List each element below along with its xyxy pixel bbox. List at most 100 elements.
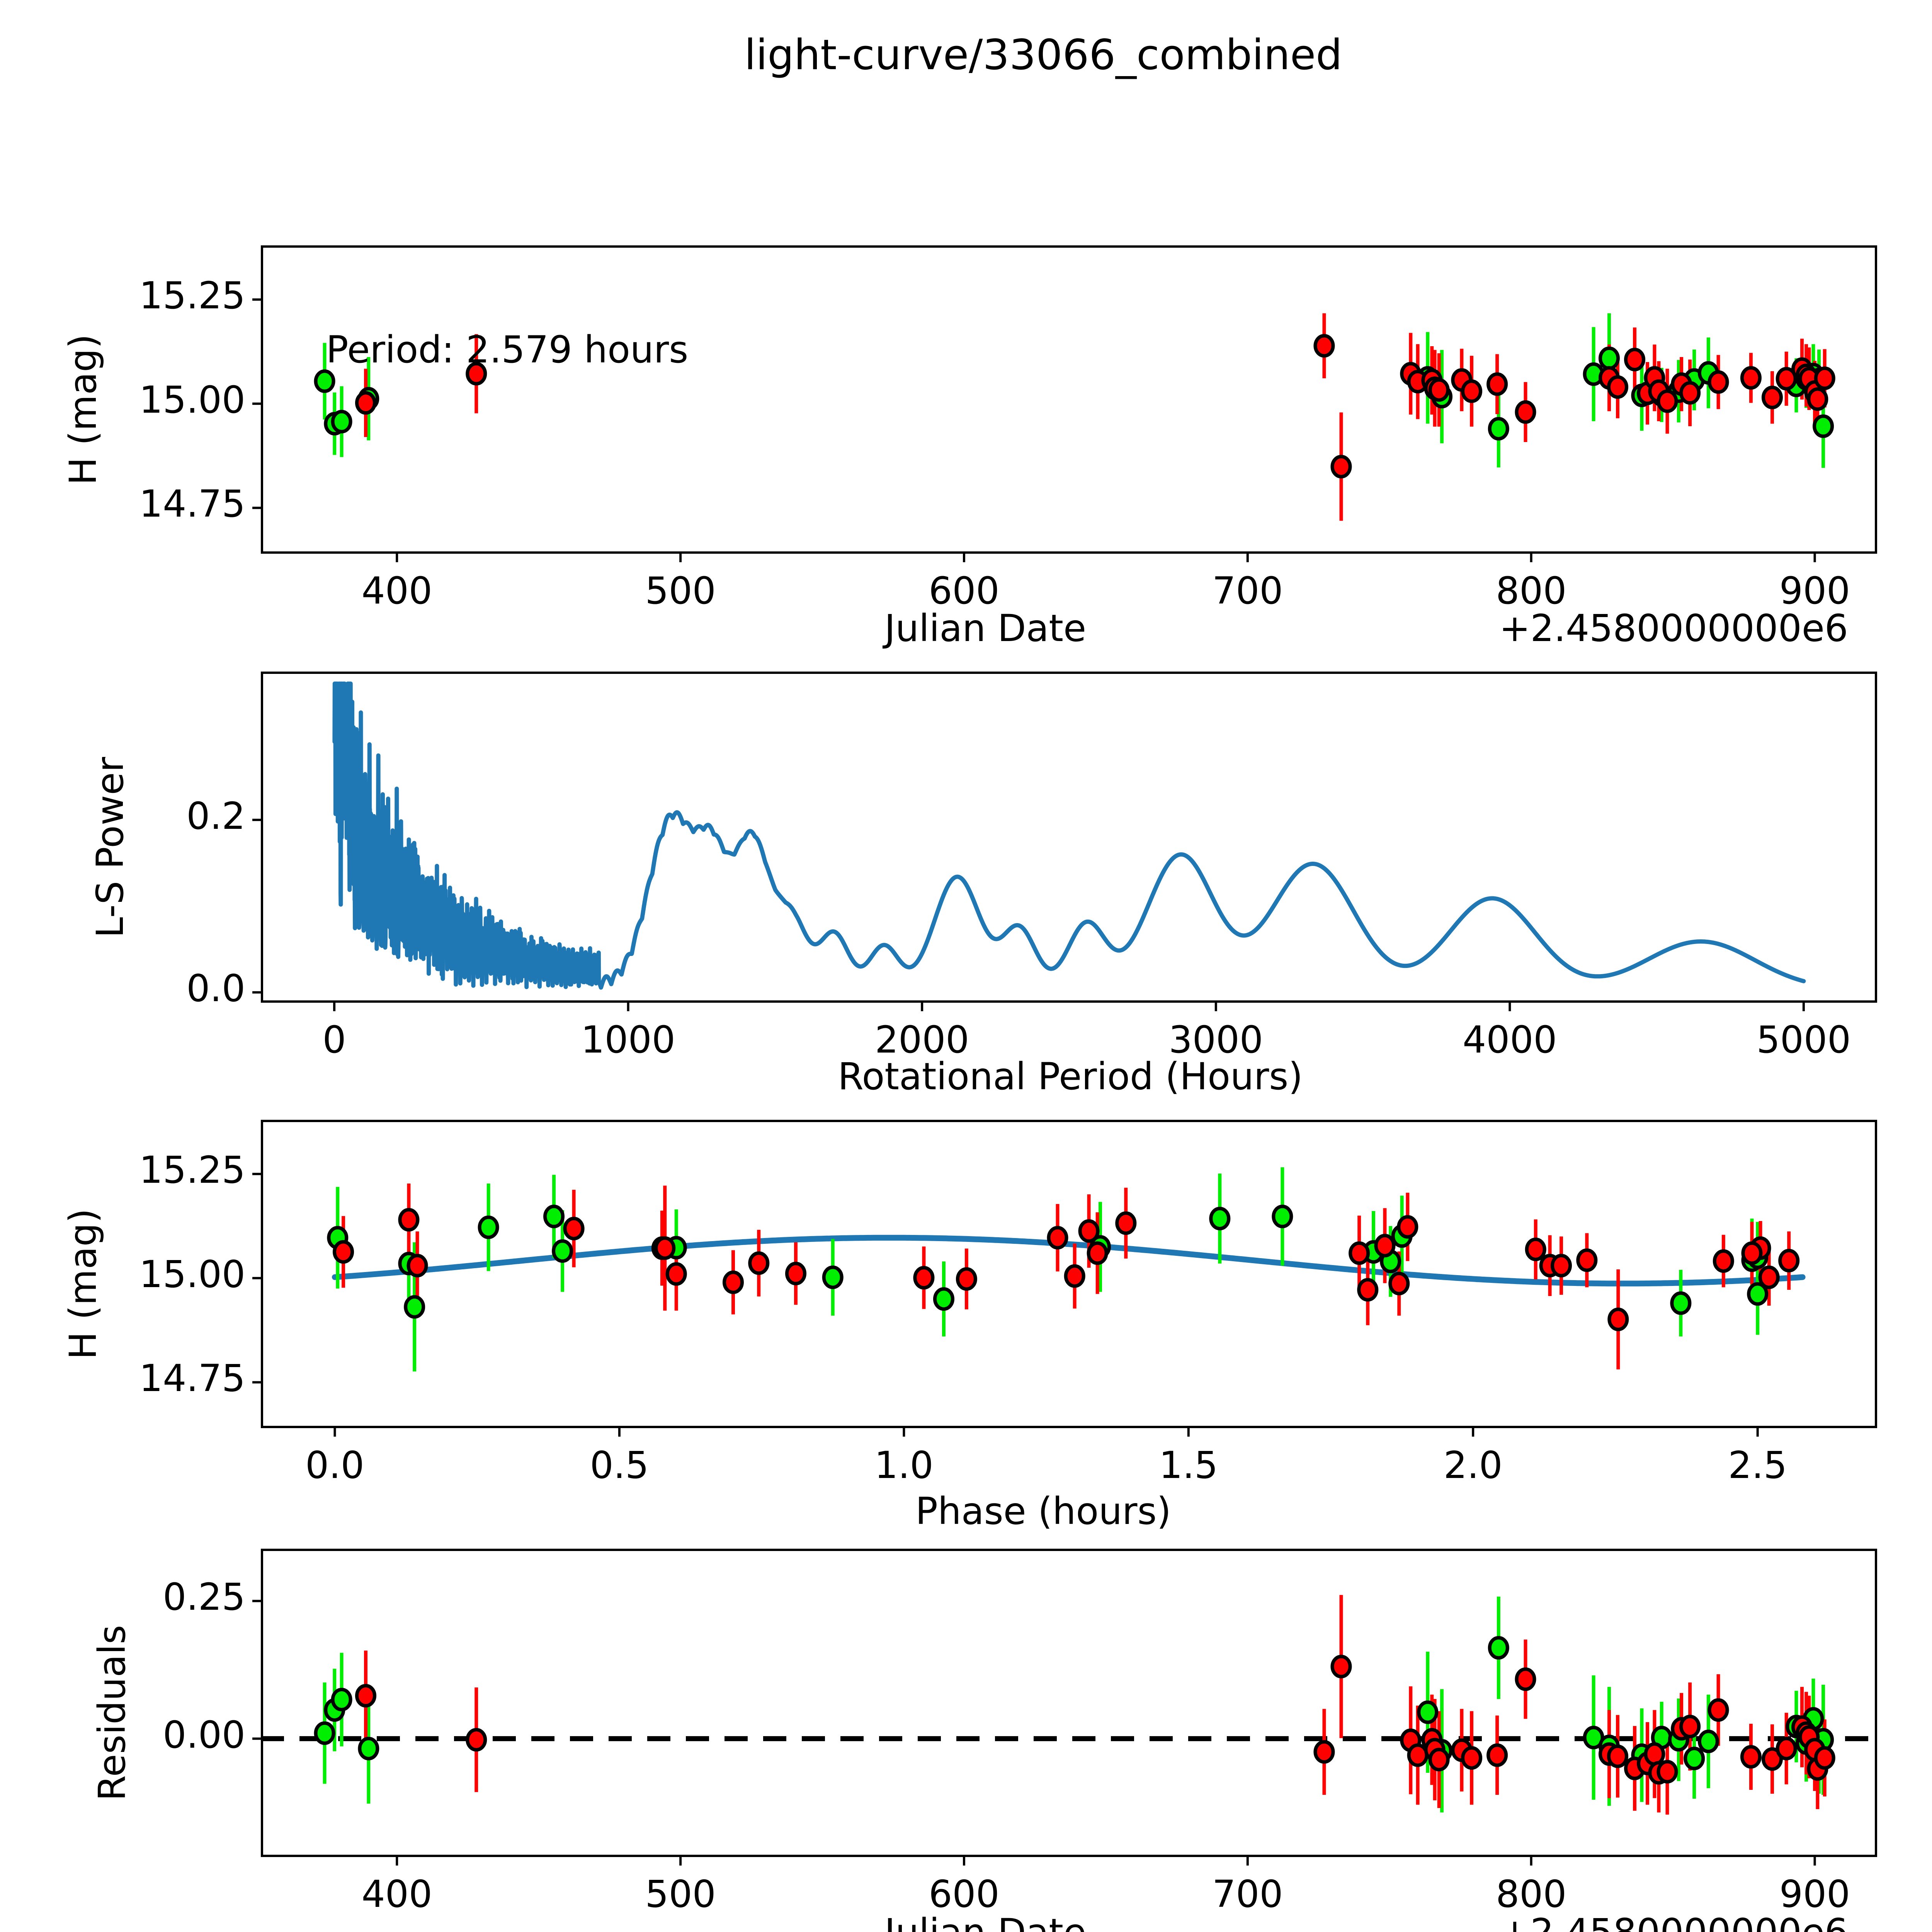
lightcurve-xtick-label: 900 xyxy=(1779,569,1850,612)
phase-datapoint xyxy=(1525,1237,1546,1261)
phase-datapoint xyxy=(1551,1253,1572,1277)
phase-datapoint xyxy=(1078,1219,1100,1243)
phase-datapoint xyxy=(1758,1265,1780,1289)
phase-datapoint xyxy=(1209,1207,1231,1231)
figure-title: light-curve/33066_combined xyxy=(744,31,1342,79)
residuals-datapoint xyxy=(1607,1744,1629,1768)
residuals-datapoint xyxy=(331,1687,352,1711)
residuals-datapoint xyxy=(1428,1748,1450,1772)
phase-datapoint xyxy=(1374,1234,1396,1258)
phase-xtick-label: 0.0 xyxy=(305,1444,364,1487)
phase-datapoint xyxy=(1388,1272,1410,1296)
residuals-datapoint xyxy=(1679,1714,1701,1738)
residuals-datapoint xyxy=(1740,1745,1762,1769)
phase-datapoint xyxy=(956,1267,977,1291)
lightcurve-datapoint xyxy=(314,369,335,393)
phase-datapoint xyxy=(654,1236,676,1260)
phase-datapoint xyxy=(1272,1204,1293,1228)
periodogram-xtick-label: 2000 xyxy=(875,1018,969,1061)
residuals-datapoint xyxy=(1313,1740,1335,1764)
lightcurve-datapoint xyxy=(1461,379,1483,403)
lightcurve-datapoint xyxy=(1814,366,1835,390)
residuals-xtick-label: 900 xyxy=(1779,1872,1850,1916)
phase-datapoint xyxy=(1064,1264,1085,1288)
phase-datapoint xyxy=(1357,1278,1379,1302)
residuals-ytick-label: 0.25 xyxy=(163,1575,245,1619)
periodogram-x-axis-label: Rotational Period (Hours) xyxy=(838,1055,1303,1098)
phase-datapoint xyxy=(1349,1241,1370,1265)
residuals-datapoint xyxy=(1708,1698,1729,1722)
phase-datapoint xyxy=(1670,1291,1692,1315)
phase-datapoint xyxy=(1087,1241,1108,1265)
lightcurve-datapoint xyxy=(466,362,487,386)
lightcurve-ytick-label: 14.75 xyxy=(139,482,245,526)
phase-datapoint xyxy=(398,1208,420,1232)
phase-ytick-label: 15.25 xyxy=(139,1148,245,1192)
residuals-datapoint xyxy=(1761,1747,1783,1771)
residuals-datapoint xyxy=(1488,1636,1509,1660)
periodogram-ytick-label: 0.0 xyxy=(186,967,245,1010)
phase-datapoint xyxy=(933,1287,954,1311)
residuals-datapoint xyxy=(1814,1746,1835,1770)
lightcurve-datapoint xyxy=(1708,370,1729,394)
periodogram-xtick-label: 5000 xyxy=(1756,1018,1851,1061)
residuals-datapoint xyxy=(1644,1742,1665,1766)
phase-datapoint xyxy=(333,1240,354,1264)
lightcurve-xtick-label: 700 xyxy=(1212,569,1283,612)
phase-datapoint xyxy=(1607,1308,1629,1332)
residuals-datapoint xyxy=(1776,1736,1797,1760)
lightcurve-datapoint xyxy=(1486,372,1508,396)
phase-ytick-label: 14.75 xyxy=(139,1357,245,1400)
phase-datapoint xyxy=(552,1239,573,1263)
lightcurve-ytick-label: 15.25 xyxy=(139,274,245,318)
residuals-datapoint xyxy=(1417,1700,1439,1724)
lightcurve-datapoint xyxy=(1607,375,1629,399)
residuals-datapoint xyxy=(358,1736,379,1760)
residuals-xtick-label: 800 xyxy=(1496,1872,1567,1916)
residuals-datapoint xyxy=(466,1728,487,1752)
phase-datapoint xyxy=(1778,1248,1800,1272)
phase-datapoint xyxy=(1397,1215,1418,1239)
lightcurve-xtick-label: 600 xyxy=(929,569,1000,612)
lightcurve-xtick-label: 500 xyxy=(645,569,716,612)
phase-datapoint xyxy=(748,1251,770,1275)
residuals-datapoint xyxy=(314,1721,335,1745)
residuals-datapoint xyxy=(1515,1667,1536,1691)
phase-xtick-label: 2.5 xyxy=(1728,1444,1787,1487)
lightcurve-datapoint xyxy=(1761,386,1783,410)
residuals-ytick-label: 0.00 xyxy=(163,1713,245,1757)
residuals-datapoint xyxy=(1656,1760,1678,1784)
residuals-xtick-label: 500 xyxy=(645,1872,716,1916)
lightcurve-xtick-label: 400 xyxy=(361,569,432,612)
phase-datapoint xyxy=(1741,1241,1763,1265)
lightcurve-ytick-label: 15.00 xyxy=(139,378,245,422)
lightcurve-datapoint xyxy=(1428,378,1450,402)
phase-datapoint xyxy=(478,1215,499,1239)
periodogram-xtick-label: 1000 xyxy=(581,1018,675,1061)
phase-datapoint xyxy=(1713,1249,1734,1273)
period-annotation: Period: 2.579 hours xyxy=(326,328,689,372)
phase-datapoint xyxy=(563,1216,585,1240)
phase-datapoint xyxy=(406,1253,428,1277)
lightcurve-datapoint xyxy=(1776,367,1797,391)
phase-fit-curve xyxy=(332,1235,1806,1287)
lightcurve-datapoint xyxy=(1740,366,1762,390)
lightcurve-datapoint xyxy=(1807,387,1828,411)
lightcurve-xtick-label: 800 xyxy=(1496,569,1567,612)
phase-ytick-label: 15.00 xyxy=(139,1252,245,1296)
residuals-xtick-label: 700 xyxy=(1212,1872,1283,1916)
lightcurve-x-offset-text: +2.4580000000e6 xyxy=(1499,607,1848,650)
phase-datapoint xyxy=(665,1262,687,1286)
residuals-xtick-label: 600 xyxy=(929,1872,1000,1916)
phase-xtick-label: 1.0 xyxy=(874,1444,934,1487)
phase-datapoint xyxy=(822,1265,844,1289)
residuals-datapoint xyxy=(1684,1747,1705,1770)
lightcurve-datapoint xyxy=(355,391,377,415)
phase-xtick-label: 0.5 xyxy=(590,1444,649,1487)
lightcurve-datapoint xyxy=(331,410,352,434)
periodogram-xtick-label: 0 xyxy=(322,1018,346,1061)
